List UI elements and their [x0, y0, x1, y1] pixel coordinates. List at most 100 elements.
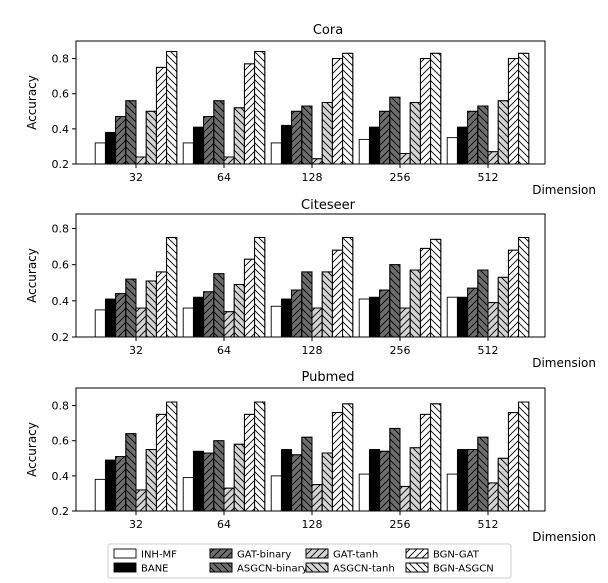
bar-bane-256 [368, 126, 381, 165]
chart-panel-cora: Cora 0.2 0.4 0.6 0.8 32 64 128 256 512 Accuracy… [25, 23, 596, 197]
y-tick-label: 0.4 [52, 295, 70, 308]
bar-hatch-bgn-gat-128 [331, 58, 344, 165]
bar-hatch-bgn-asgcn-32 [166, 401, 178, 512]
x-tick-label: 64 [217, 344, 231, 357]
y-tick-label: 0.4 [52, 123, 70, 136]
bar-hatch-bgn-gat-64 [243, 413, 256, 512]
bar-hatch-asgcn-tanh-256 [409, 269, 421, 338]
bar-hatch-bgn-gat-64 [243, 63, 256, 165]
bar-hatch-bgn-gat-256 [419, 247, 432, 338]
bar-bane-512 [456, 296, 469, 338]
bar-hatch-gat-tanh-128 [311, 484, 323, 512]
bar-hatch-asgcn-binary-64 [213, 440, 225, 512]
bar-hatch-bgn-asgcn-32 [166, 51, 178, 165]
bar-hatch-gat-tanh-512 [487, 151, 499, 165]
legend-swatch-hatch [209, 562, 233, 573]
bar-hatch-bgn-gat-512 [507, 412, 520, 512]
bar-bane-32 [104, 298, 117, 338]
y-tick-label: 0.2 [52, 158, 70, 171]
bar-hatch-bgn-gat-256 [419, 413, 432, 512]
bar-hatch-bgn-gat-512 [507, 58, 520, 165]
x-tick-label: 512 [478, 171, 499, 184]
legend-label-asgcn-tanh: ASGCN-tanh [333, 564, 395, 575]
bar-hatch-asgcn-binary-256 [389, 96, 401, 165]
bar-inh-mf-64 [182, 142, 194, 165]
bar-bane-32 [104, 131, 117, 165]
bar-hatch-asgcn-binary-128 [301, 436, 313, 512]
bar-hatch-bgn-gat-32 [155, 271, 168, 338]
bar-hatch-gat-binary-128 [291, 289, 303, 338]
bar-hatch-gat-tanh-64 [223, 311, 235, 338]
y-tick-label: 0.8 [52, 53, 70, 66]
legend-swatch-inh-mf [113, 548, 137, 559]
bar-hatch-bgn-asgcn-32 [166, 237, 178, 338]
x-tick-label: 32 [129, 518, 143, 531]
y-tick-label: 0.6 [52, 435, 70, 448]
x-tick-label: 32 [129, 344, 143, 357]
y-axis-label: Accuracy [25, 75, 39, 130]
x-tick-label: 64 [217, 171, 231, 184]
bar-hatch-asgcn-binary-512 [477, 436, 489, 512]
bar-bane-256 [368, 296, 381, 338]
x-tick-label: 256 [390, 171, 411, 184]
bar-hatch-asgcn-binary-128 [301, 105, 313, 165]
plot-frame [75, 387, 546, 512]
y-tick-label: 0.6 [52, 88, 70, 101]
bar-hatch-asgcn-tanh-32 [145, 280, 157, 338]
x-tick-label: 32 [129, 171, 143, 184]
bar-inh-mf-32 [94, 309, 106, 338]
legend-swatch-hatch [405, 548, 429, 559]
bar-bane-256 [368, 449, 381, 512]
bar-hatch-asgcn-binary-32 [125, 433, 137, 512]
bar-inh-mf-64 [182, 477, 194, 512]
bar-hatch-gat-binary-256 [379, 450, 391, 512]
bar-hatch-bgn-gat-256 [419, 58, 432, 165]
x-tick-label: 128 [302, 344, 323, 357]
bar-hatch-asgcn-tanh-256 [409, 102, 421, 165]
bar-inh-mf-256 [358, 473, 370, 512]
bar-hatch-gat-tanh-128 [311, 307, 323, 338]
bar-hatch-gat-tanh-256 [399, 307, 411, 338]
bar-hatch-gat-binary-512 [467, 287, 479, 338]
bar-hatch-gat-binary-128 [291, 454, 303, 512]
bar-hatch-asgcn-binary-512 [477, 269, 489, 338]
bar-hatch-gat-binary-32 [115, 116, 127, 165]
legend-label-bane: BANE [141, 564, 169, 575]
bar-hatch-asgcn-tanh-32 [145, 449, 157, 512]
bar-bane-128 [280, 298, 293, 338]
y-tick-label: 0.4 [52, 470, 70, 483]
bar-inh-mf-32 [94, 142, 106, 165]
bar-inh-mf-32 [94, 478, 106, 512]
bar-hatch-gat-binary-32 [115, 293, 127, 338]
bar-bane-512 [456, 449, 469, 512]
bar-hatch-asgcn-tanh-512 [497, 100, 509, 165]
plot-frame [75, 213, 546, 338]
legend-label-inh-mf: INH-MF [141, 550, 177, 561]
bar-inh-mf-512 [446, 137, 458, 165]
chart-panel-citeseer: Citeseer 0.2 0.4 0.6 0.8 32 64 128 256 512 Accu… [25, 198, 596, 370]
bar-hatch-bgn-gat-128 [331, 249, 344, 338]
bar-hatch-bgn-gat-64 [243, 258, 256, 338]
bar-inh-mf-512 [446, 296, 458, 338]
x-tick-label: 256 [390, 344, 411, 357]
legend-swatch-bane [113, 562, 137, 573]
chart-panel-pubmed: Pubmed 0.2 0.4 0.6 0.8 32 64 128 256 512 Accura… [25, 370, 596, 544]
bar-inh-mf-128 [270, 475, 282, 512]
bar-bane-64 [192, 450, 205, 512]
y-tick-label: 0.2 [52, 505, 70, 518]
bar-hatch-bgn-asgcn-512 [518, 401, 530, 512]
bar-hatch-gat-binary-256 [379, 110, 391, 165]
bar-hatch-bgn-asgcn-128 [342, 52, 354, 165]
bar-inh-mf-128 [270, 142, 282, 165]
bar-hatch-gat-tanh-256 [399, 153, 411, 165]
bar-hatch-asgcn-binary-256 [389, 427, 401, 512]
legend-label-gat-tanh: GAT-tanh [333, 550, 378, 561]
bar-hatch-asgcn-binary-32 [125, 278, 137, 338]
x-axis-label: Dimension [532, 356, 596, 370]
bar-inh-mf-256 [358, 138, 370, 165]
bar-hatch-bgn-asgcn-128 [342, 237, 354, 338]
bar-hatch-gat-tanh-64 [223, 156, 235, 165]
bar-hatch-bgn-gat-512 [507, 249, 520, 338]
bar-bane-128 [280, 449, 293, 512]
